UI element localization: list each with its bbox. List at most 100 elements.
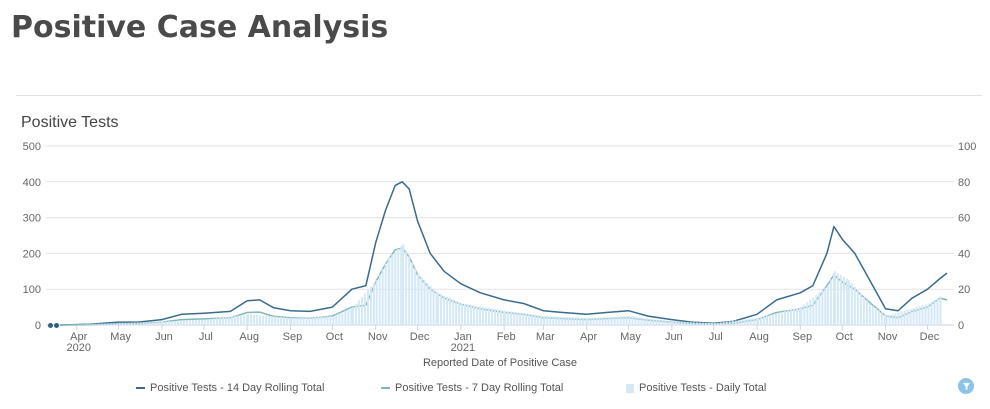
legend-label-7day: Positive Tests - 7 Day Rolling Total xyxy=(395,382,564,394)
filter-button[interactable] xyxy=(958,378,974,394)
daily-total-bar xyxy=(151,321,154,325)
daily-total-bar xyxy=(293,317,296,325)
daily-total-bar xyxy=(513,311,516,325)
daily-total-bar xyxy=(760,317,763,325)
daily-total-bar xyxy=(262,315,265,325)
y-tick-label-left: 500 xyxy=(23,141,41,153)
daily-total-bar xyxy=(546,316,549,325)
daily-total-bar xyxy=(133,322,136,325)
daily-total-bar xyxy=(329,316,332,325)
daily-total-bar xyxy=(829,279,832,325)
daily-total-bar xyxy=(894,313,897,325)
daily-total-bar xyxy=(233,315,236,325)
daily-total-bar xyxy=(731,320,734,325)
y-tick-label-right: 0 xyxy=(958,320,964,332)
legend-item-14day[interactable]: Positive Tests - 14 Day Rolling Total xyxy=(136,382,324,394)
daily-total-bar xyxy=(924,304,927,325)
daily-total-bar xyxy=(631,316,634,325)
daily-total-bar xyxy=(88,324,91,325)
daily-total-bar xyxy=(100,323,103,325)
daily-total-bar xyxy=(469,305,472,325)
daily-total-bar xyxy=(558,316,561,325)
daily-total-bar xyxy=(579,317,582,325)
daily-total-bar xyxy=(94,324,97,325)
daily-total-bar xyxy=(504,310,507,325)
daily-total-bar xyxy=(317,316,320,325)
daily-total-bar xyxy=(426,283,429,325)
daily-total-bar xyxy=(836,273,839,325)
daily-total-bar xyxy=(903,310,906,325)
x-tick-year-label: 2020 xyxy=(66,342,90,354)
daily-total-bar xyxy=(658,319,661,325)
daily-total-bar xyxy=(124,322,127,325)
daily-total-bar xyxy=(589,317,592,325)
legend-label-daily: Positive Tests - Daily Total xyxy=(639,382,767,394)
daily-total-bar xyxy=(200,319,203,325)
daily-total-bar xyxy=(443,295,446,325)
daily-total-bar xyxy=(478,306,481,325)
x-tick-label: Jan xyxy=(454,331,472,343)
daily-total-bar xyxy=(522,313,525,325)
daily-total-bar xyxy=(531,314,534,325)
daily-total-bar xyxy=(713,323,716,325)
daily-total-bar xyxy=(375,280,378,325)
daily-total-bar xyxy=(97,324,100,325)
daily-total-bar xyxy=(176,320,179,325)
x-tick-label: Aug xyxy=(239,331,259,343)
daily-total-bar xyxy=(757,317,760,325)
daily-total-bar xyxy=(716,322,719,325)
daily-total-bar xyxy=(157,321,160,325)
daily-total-bar xyxy=(582,317,585,325)
daily-total-bar xyxy=(463,304,466,325)
daily-total-bar xyxy=(106,323,109,325)
x-tick-label: Jul xyxy=(709,331,723,343)
title-divider xyxy=(16,95,982,96)
daily-total-bar xyxy=(874,308,877,325)
daily-total-bar xyxy=(121,323,124,325)
daily-total-bar xyxy=(826,285,829,325)
daily-total-bar xyxy=(799,307,802,325)
daily-total-bar xyxy=(164,321,167,325)
daily-total-bar xyxy=(384,263,387,325)
daily-total-bar xyxy=(280,316,283,325)
x-tick-label: Apr xyxy=(580,331,597,343)
legend-item-7day[interactable]: Positive Tests - 7 Day Rolling Total xyxy=(381,382,563,394)
daily-total-bar xyxy=(354,303,357,325)
daily-total-bar xyxy=(499,309,502,325)
daily-total-bar xyxy=(378,274,381,325)
y-tick-label-left: 0 xyxy=(35,320,41,332)
daily-total-bar xyxy=(250,314,253,325)
daily-total-bar xyxy=(543,316,546,325)
daily-total-bar xyxy=(586,317,589,325)
daily-total-bar xyxy=(277,316,280,325)
daily-total-bar xyxy=(781,311,784,325)
daily-total-bar xyxy=(909,308,912,325)
daily-total-bar xyxy=(619,316,622,325)
daily-total-bar xyxy=(818,292,821,325)
legend-item-daily[interactable]: Positive Tests - Daily Total xyxy=(626,382,766,394)
daily-total-bar xyxy=(856,290,859,325)
daily-total-bar xyxy=(449,298,452,325)
daily-total-bar xyxy=(698,322,701,325)
daily-total-bar xyxy=(634,316,637,325)
series-marker-dot xyxy=(54,323,59,328)
daily-total-bar xyxy=(256,315,259,325)
daily-total-bar xyxy=(203,319,206,325)
daily-total-bar xyxy=(897,312,900,325)
daily-total-bar xyxy=(793,308,796,325)
daily-total-bar xyxy=(885,316,888,325)
daily-total-bar xyxy=(408,256,411,325)
daily-total-bar xyxy=(661,320,664,325)
y-tick-label-right: 20 xyxy=(958,284,970,296)
y-tick-label-left: 200 xyxy=(23,248,41,260)
daily-total-bar xyxy=(772,314,775,325)
x-tick-label: Nov xyxy=(878,331,898,343)
daily-total-bar xyxy=(507,311,510,325)
daily-total-bar xyxy=(286,317,289,325)
daily-total-bar xyxy=(796,308,799,325)
x-tick-label: Mar xyxy=(536,331,555,343)
daily-total-bar xyxy=(743,319,746,325)
daily-total-bar xyxy=(372,283,375,325)
daily-total-bar xyxy=(722,322,725,325)
